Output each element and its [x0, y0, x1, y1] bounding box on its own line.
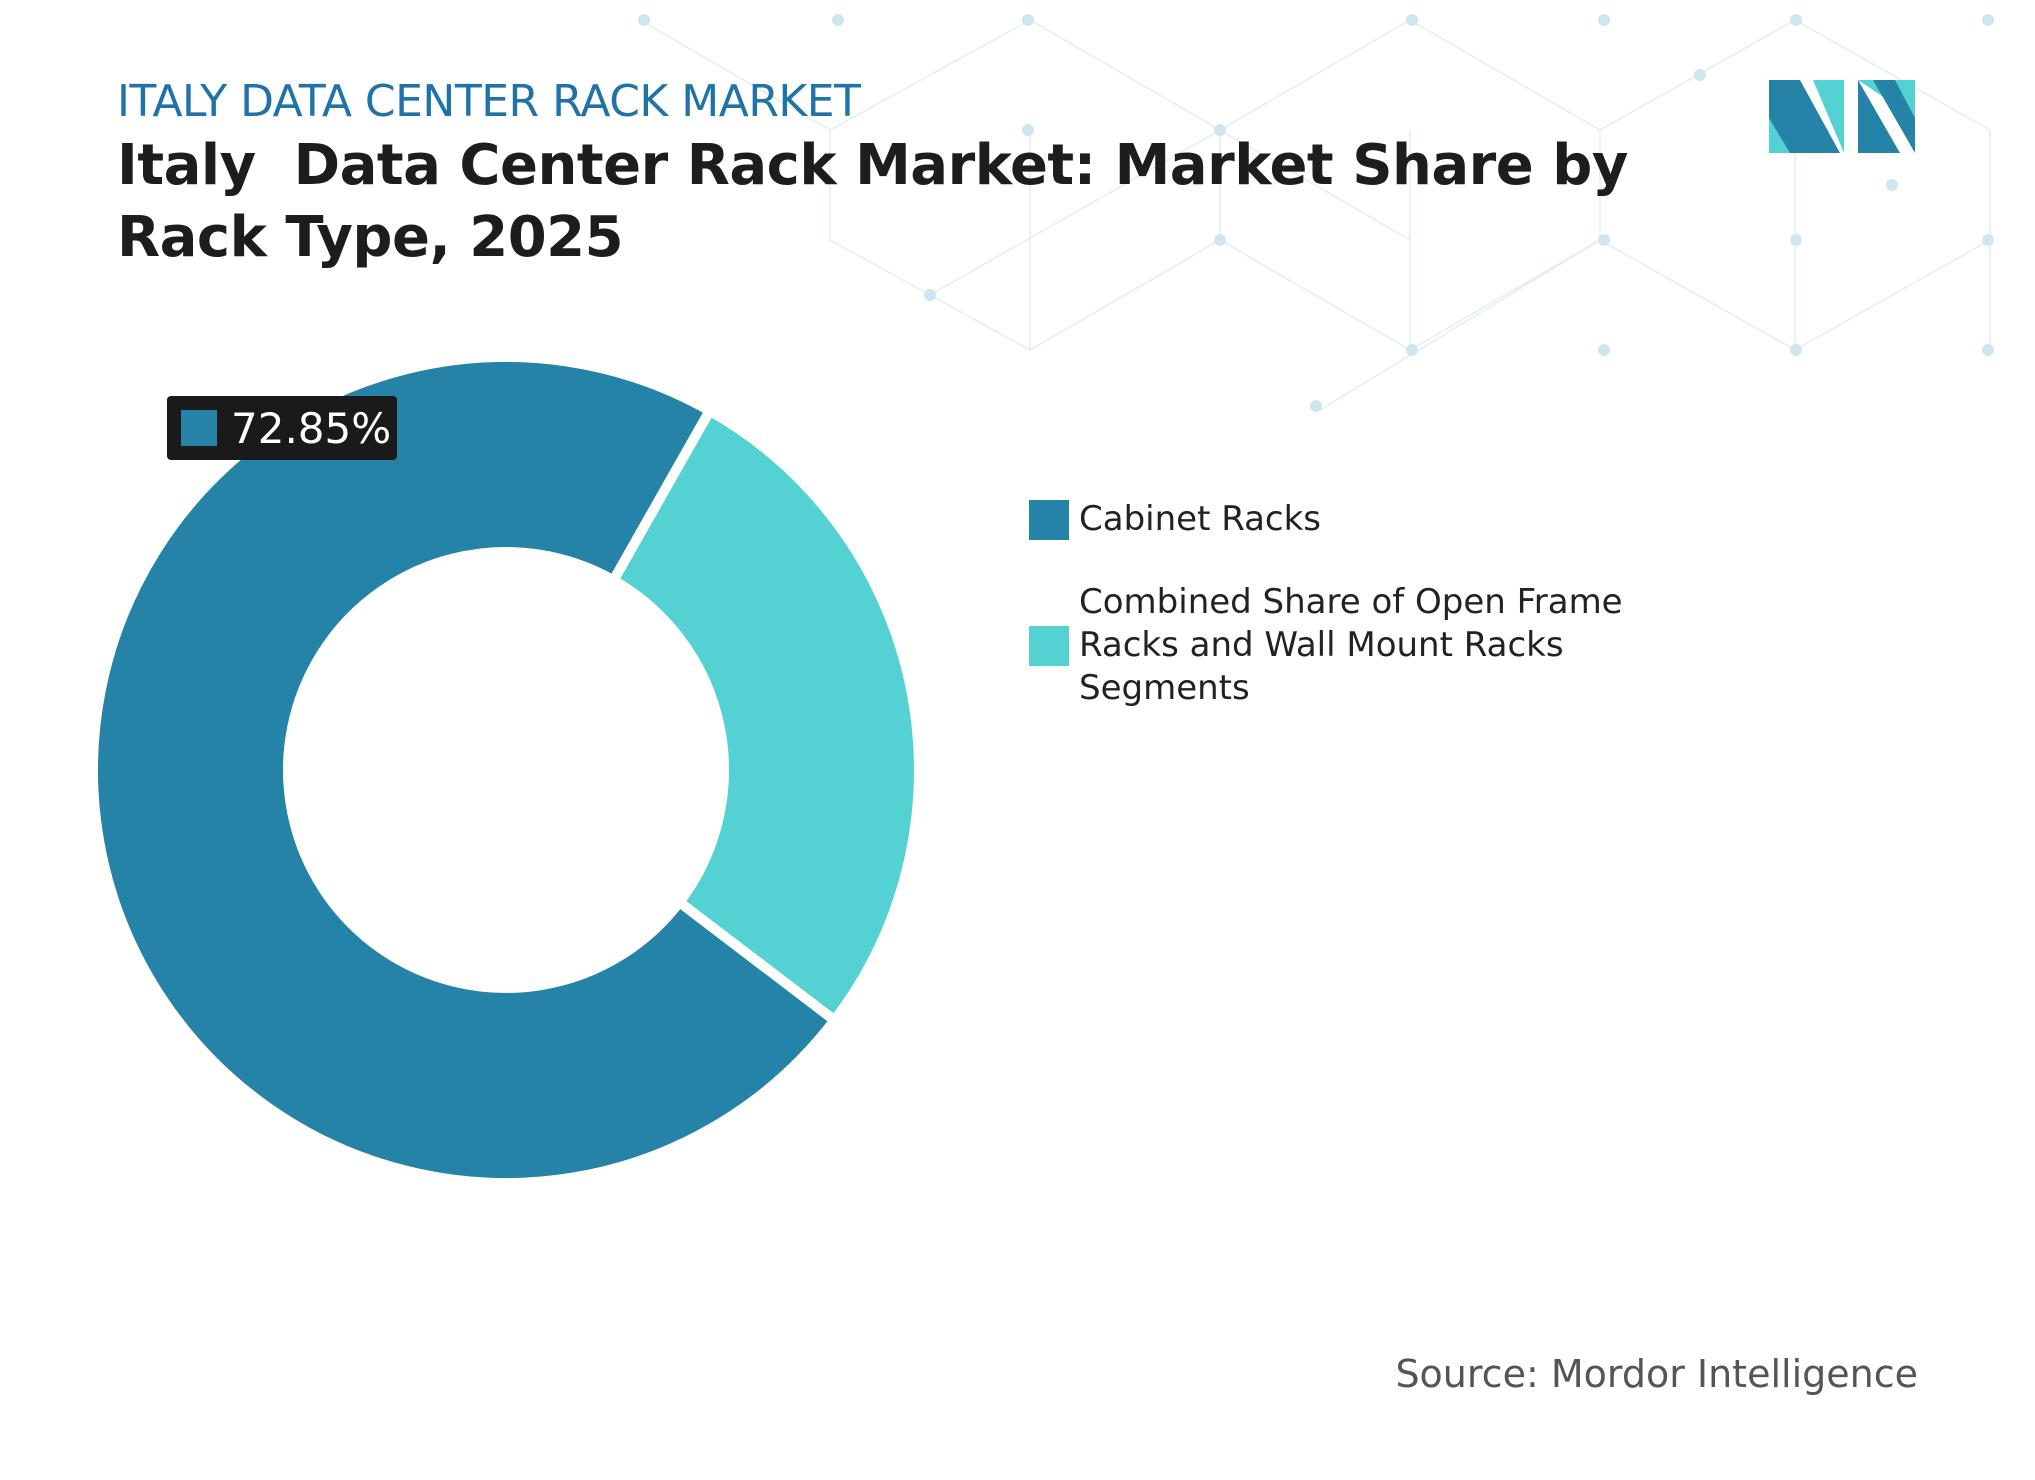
chart: 72.85%	[88, 352, 924, 1188]
value-label: 72.85%	[167, 396, 397, 460]
donut-slice	[88, 352, 842, 1188]
legend-label: Combined Share of Open Frame Racks and W…	[1079, 582, 1623, 708]
source: Source: Mordor Intelligence	[1395, 1352, 1918, 1396]
kicker: ITALY DATA CENTER RACK MARKET	[117, 76, 861, 127]
legend-item: Combined Share of Open Frame Racks and W…	[1029, 581, 1689, 710]
legend-swatch	[1029, 499, 1069, 540]
legend-label: Cabinet Racks	[1079, 499, 1322, 539]
legend: Cabinet Racks Combined Share of Open Fram…	[1029, 498, 1689, 750]
legend-item: Cabinet Racks	[1029, 498, 1689, 541]
background-pattern	[638, 14, 1994, 412]
logo	[1769, 80, 1915, 153]
chart-title: Italy Data Center Rack Market: Market Sh…	[117, 133, 1647, 270]
value-label-swatch	[181, 410, 217, 446]
value-label-text: 72.85%	[231, 404, 391, 453]
donut-slice	[606, 403, 924, 1028]
value-label-box	[167, 396, 397, 460]
legend-swatch	[1029, 625, 1069, 666]
